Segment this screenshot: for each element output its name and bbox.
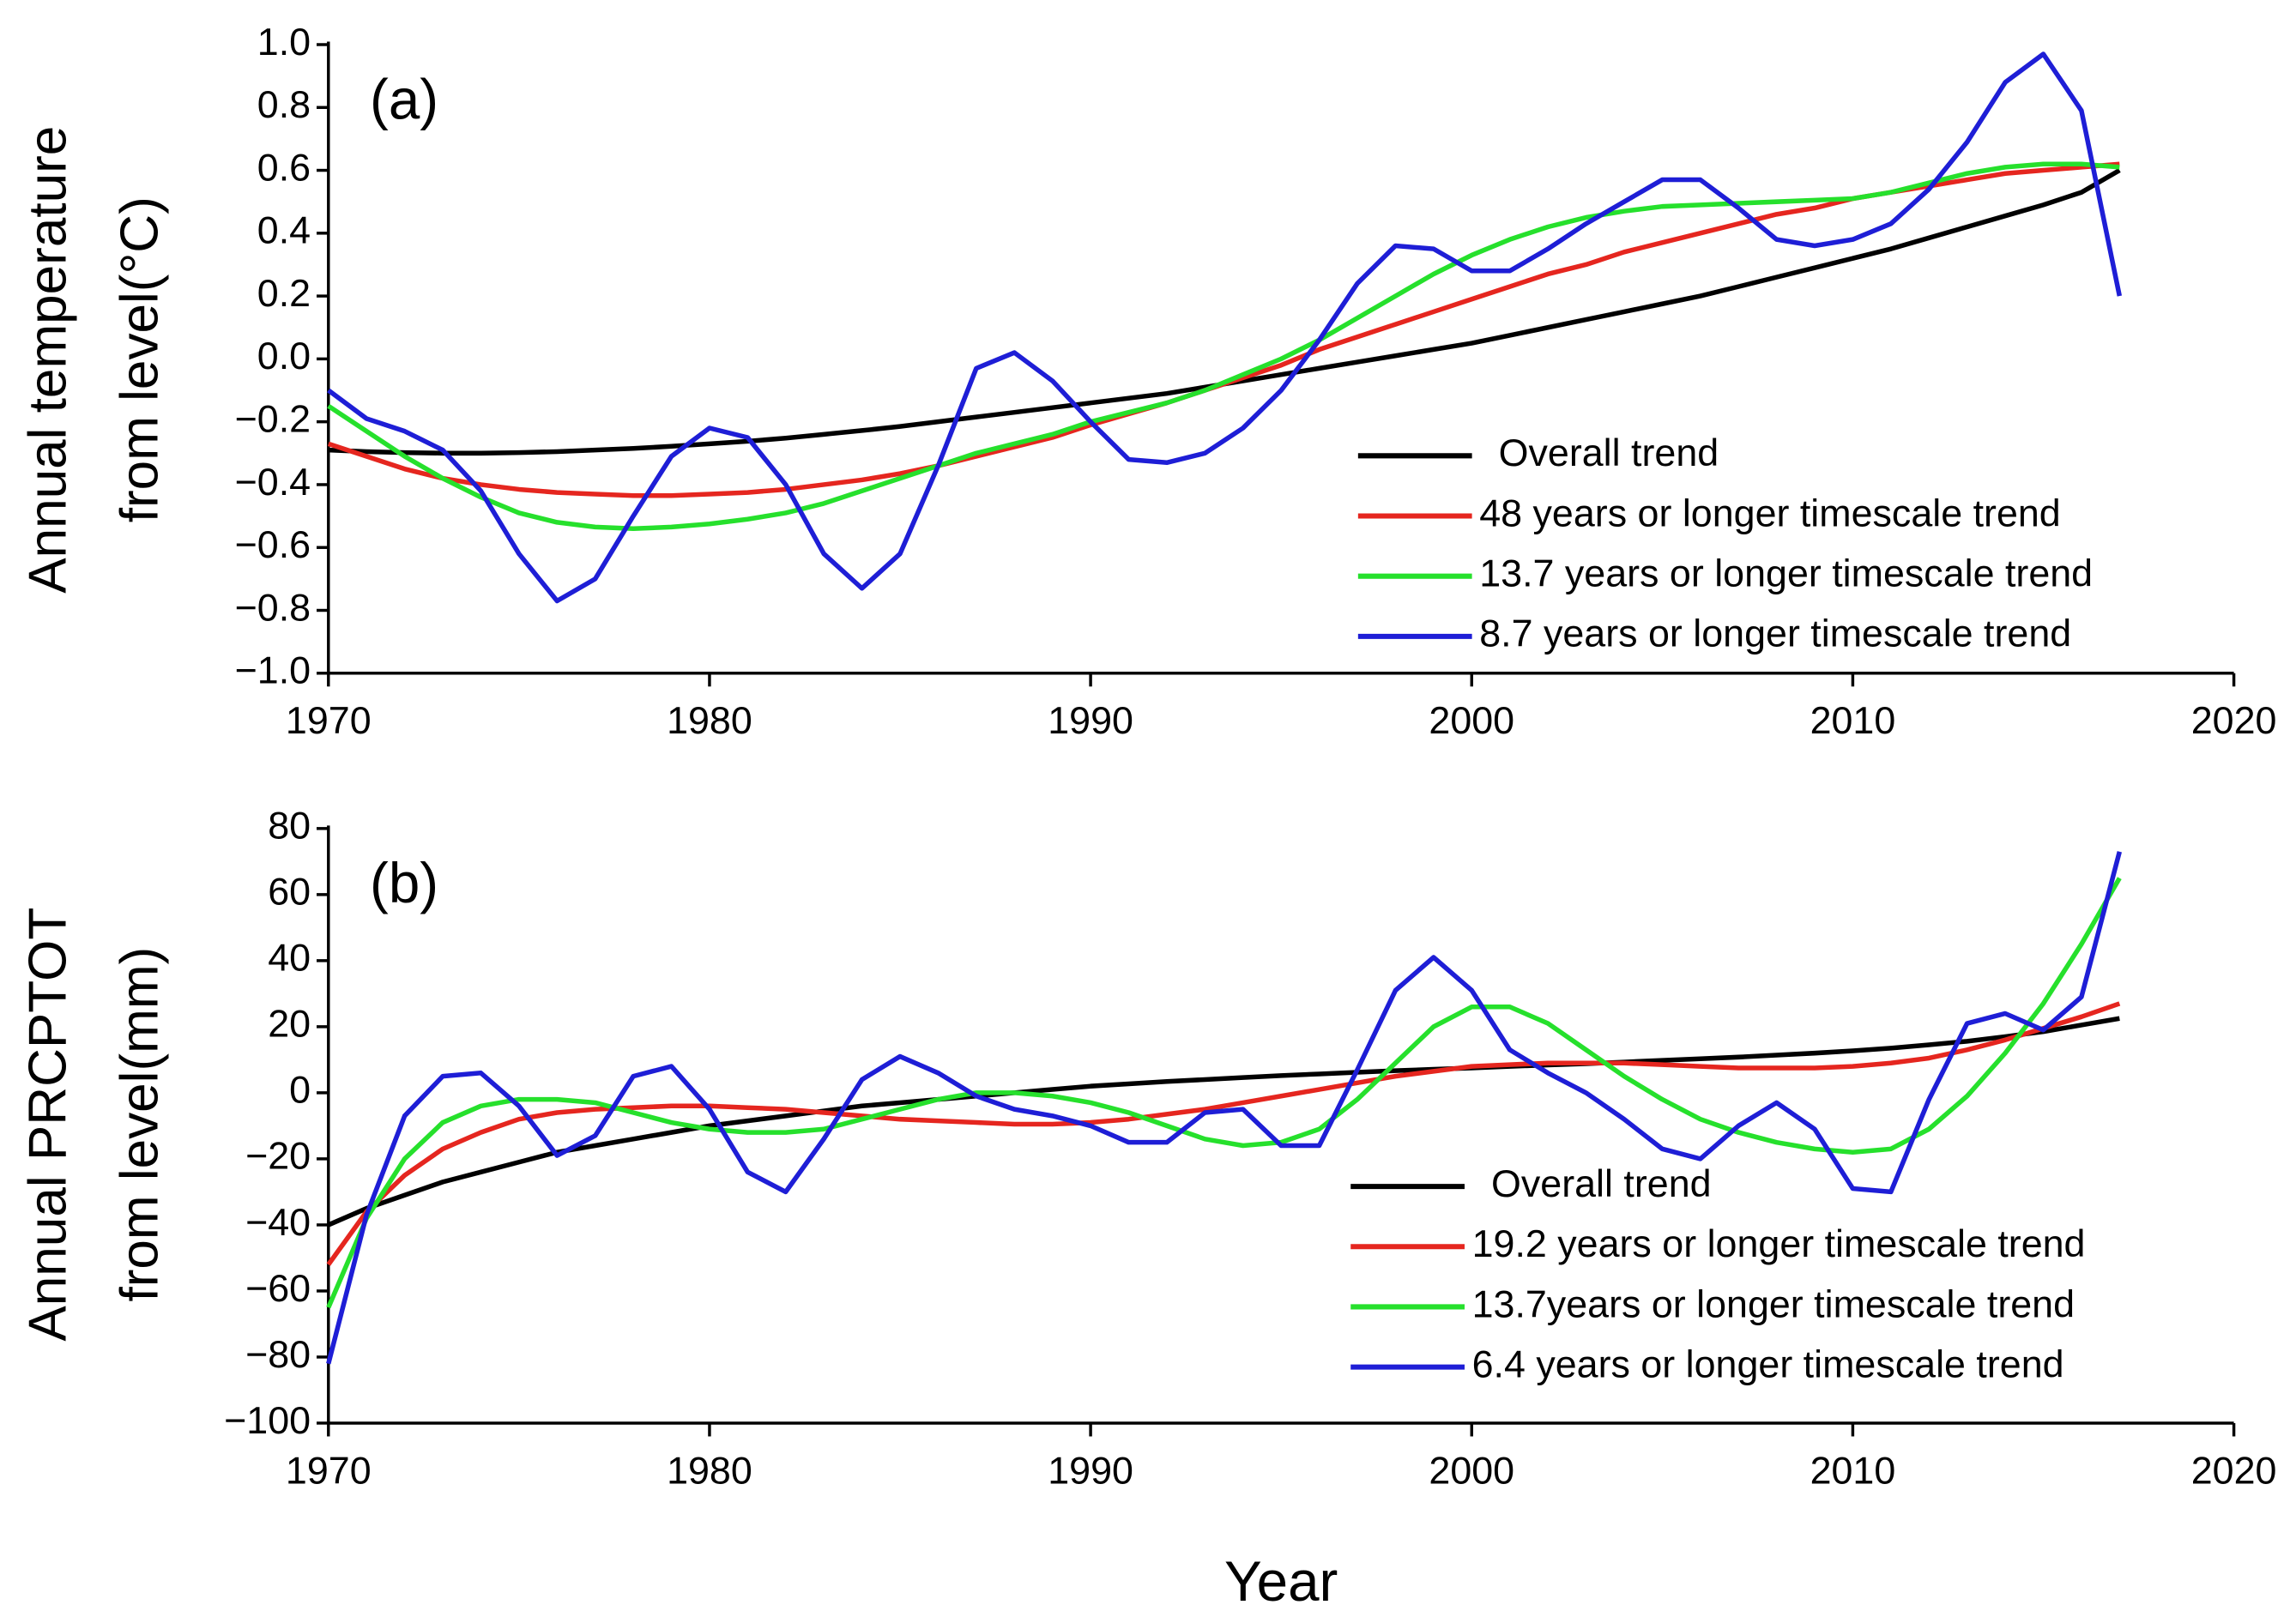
x-tick-label: 2020: [2191, 1449, 2277, 1492]
series-line: [328, 168, 2121, 456]
series-line: [327, 161, 2120, 532]
y-tick-label: 60: [268, 871, 311, 914]
legend-label: 8.7 years or longer timescale trend: [1479, 612, 2071, 655]
y-tick-label: −0.4: [235, 461, 311, 504]
series-line: [327, 161, 2120, 498]
legend-label: 19.2 years or longer timescale trend: [1472, 1222, 2086, 1265]
series-line: [326, 851, 2123, 1365]
legend-label: 13.7years or longer timescale trend: [1472, 1282, 2075, 1325]
x-tick-label: 1970: [286, 699, 372, 742]
y-axis-label: Annual temperature: [19, 126, 78, 594]
y-tick-label: −1.0: [235, 649, 311, 692]
y-tick-label: 1.0: [257, 21, 311, 63]
y-tick-label: −20: [245, 1135, 311, 1178]
series-line: [326, 877, 2122, 1309]
x-tick-label: 1980: [667, 699, 752, 742]
y-tick-label: −60: [245, 1267, 311, 1310]
y-axis-label: from level(mm): [111, 947, 170, 1302]
legend-label: 13.7 years or longer timescale trend: [1479, 552, 2093, 595]
x-tick-label: 1970: [286, 1449, 372, 1492]
y-tick-label: −100: [224, 1399, 311, 1442]
y-tick-label: 80: [268, 805, 311, 848]
x-tick-label: 2010: [1810, 699, 1896, 742]
y-tick-label: 0.4: [257, 209, 311, 252]
y-tick-label: 0.0: [257, 335, 311, 377]
y-tick-label: 40: [268, 937, 311, 980]
legend-label: Overall trend: [1499, 431, 1719, 474]
y-tick-label: 0: [289, 1069, 311, 1112]
y-tick-label: −40: [245, 1201, 311, 1244]
y-tick-label: −0.2: [235, 398, 311, 441]
y-axis-label: from level(°C): [111, 196, 170, 522]
legend-label: 48 years or longer timescale trend: [1479, 492, 2061, 534]
y-tick-label: 0.2: [257, 272, 311, 315]
legend-label: 6.4 years or longer timescale trend: [1472, 1342, 2064, 1385]
y-tick-label: −0.8: [235, 586, 311, 629]
x-tick-label: 2020: [2191, 699, 2277, 742]
series-line: [326, 1001, 2121, 1266]
y-tick-label: 0.8: [257, 83, 311, 126]
x-tick-label: 1990: [1048, 1449, 1133, 1492]
y-tick-label: 20: [268, 1003, 311, 1046]
x-axis-label: Year: [1224, 1550, 1338, 1613]
series-line: [327, 51, 2123, 604]
x-tick-label: 1980: [667, 1449, 752, 1492]
y-tick-label: 0.6: [257, 146, 311, 189]
legend-label: Overall trend: [1491, 1162, 1712, 1205]
panel-label: (a): [370, 68, 438, 130]
y-tick-label: −80: [245, 1333, 311, 1376]
y-tick-label: −0.6: [235, 523, 311, 566]
series-line: [327, 1016, 2120, 1228]
panel-label: (b): [370, 852, 438, 914]
x-tick-label: 2000: [1429, 1449, 1514, 1492]
x-tick-label: 2000: [1429, 699, 1514, 742]
x-tick-label: 1990: [1048, 699, 1133, 742]
x-tick-label: 2010: [1810, 1449, 1896, 1492]
y-axis-label: Annual PRCPTOT: [19, 908, 78, 1342]
